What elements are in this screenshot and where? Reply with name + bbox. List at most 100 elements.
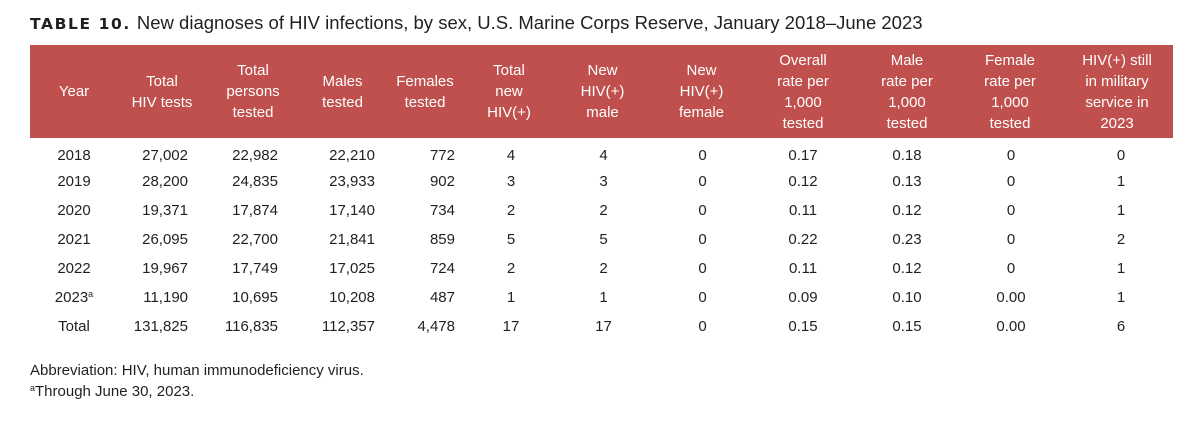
table-cell: 0 <box>698 231 707 248</box>
table-cell: 0 <box>698 289 707 306</box>
col-header-total-hiv-tests: Total HIV tests <box>118 45 206 138</box>
table-cell: 0 <box>1006 260 1016 277</box>
table-cell: 2 <box>599 202 608 219</box>
col-header-line: service in <box>1085 93 1149 111</box>
table-cell: 10,208 <box>329 289 375 306</box>
col-header-line: HIV(+) <box>580 83 625 100</box>
table-cell: 17 <box>502 318 520 335</box>
col-header-line: 1,000 <box>888 93 926 111</box>
cell-year: 2022 <box>30 254 118 283</box>
table-cell: 22,982 <box>232 146 278 164</box>
footnote-mark: a <box>30 383 36 393</box>
col-header-line: 1,000 <box>991 93 1029 111</box>
table-cell: 1 <box>1116 289 1126 306</box>
cell-year: 2020 <box>30 196 118 225</box>
col-header-line: new <box>495 83 523 100</box>
col-header-line: male <box>586 104 619 121</box>
footnote: aThrough June 30, 2023. <box>30 381 364 402</box>
col-header-total-persons-tested: Total persons tested <box>206 45 300 138</box>
col-header-line: tested <box>886 114 928 132</box>
col-header-line: rate per <box>777 72 829 90</box>
col-header-line: rate per <box>984 72 1036 90</box>
col-header-overall-rate: Overall rate per 1,000 tested <box>751 45 855 138</box>
table-cell: 0.18 <box>892 146 922 164</box>
table-cell: 1 <box>1116 202 1126 219</box>
table-cell: 24,835 <box>232 173 278 190</box>
table-cell: 0.11 <box>788 202 818 219</box>
table-cell: 2 <box>599 260 608 277</box>
table-cell: 0.23 <box>892 231 922 248</box>
col-header-line: Female <box>984 51 1036 69</box>
table-cell: 0.00 <box>996 318 1026 335</box>
col-header-new-hiv-male: New HIV(+) male <box>553 45 652 138</box>
table-cell: 21,841 <box>329 231 375 248</box>
table-caption: New diagnoses of HIV infections, by sex,… <box>136 12 923 33</box>
col-header-line: tested <box>322 93 363 111</box>
col-header-new-hiv-female: New HIV(+) female <box>652 45 751 138</box>
table-cell: 0 <box>1006 231 1016 248</box>
col-header-line: HIV(+) <box>487 104 531 121</box>
table-cell: 2 <box>1116 231 1126 248</box>
table-row: Total 131,825 116,835 112,357 4,478 17 17 0 0.15… <box>30 312 1173 341</box>
col-header-line: female <box>678 104 725 121</box>
col-header-line: HIV tests <box>131 93 193 111</box>
table-cell: 0.00 <box>996 289 1026 306</box>
col-header-line: HIV(+) <box>679 83 724 100</box>
table-cell: 116,835 <box>224 318 278 335</box>
col-header-female-rate: Female rate per 1,000 tested <box>959 45 1061 138</box>
year-label: 2019 <box>57 173 91 190</box>
col-header-line: New <box>587 62 618 79</box>
col-header-still-in-service: HIV(+) still in military service in 2023 <box>1061 45 1173 138</box>
table-cell: 0 <box>1006 202 1016 219</box>
table-cell: 0.12 <box>892 202 922 219</box>
table-number: TABLE 10. <box>30 15 131 33</box>
col-header-total-new-hiv: Total new HIV(+) <box>465 45 553 138</box>
col-header-line: tested <box>232 104 274 121</box>
table-row: 2021 26,095 22,700 21,841 859 5 5 0 0.22 0.23 0 2 <box>30 225 1173 254</box>
table-cell: 1 <box>599 289 608 306</box>
hiv-diagnoses-table: Year Total HIV tests Total persons tested M… <box>30 45 1173 341</box>
table-cell: 0 <box>1006 173 1016 190</box>
table-cell: 0.15 <box>892 318 922 335</box>
table-cell: 0 <box>698 260 707 277</box>
table-row: 2019 28,200 24,835 23,933 902 3 3 0 0.12 0.13 0 1 <box>30 167 1173 196</box>
col-header-male-rate: Male rate per 1,000 tested <box>855 45 959 138</box>
table-cell: 4 <box>599 146 608 164</box>
table-cell: 0.15 <box>788 318 818 335</box>
table-body: 2018 27,002 22,982 22,210 772 4 4 0 0.17 0.18 0 0 20… <box>30 138 1173 341</box>
table-cell: 0 <box>698 202 707 219</box>
table-cell: 0.12 <box>788 173 818 190</box>
table-cell: 17,025 <box>329 260 375 277</box>
col-header-line: Total <box>493 62 525 79</box>
cell-year: 2018 <box>30 138 118 167</box>
table-cell: 19,371 <box>142 202 188 219</box>
table-cell: 902 <box>429 173 455 190</box>
table-cell: 22,210 <box>329 146 375 164</box>
table-cell: 859 <box>429 231 455 248</box>
table-cell: 131,825 <box>133 318 188 335</box>
cell-year: 2019 <box>30 167 118 196</box>
table-row: 2022 19,967 17,749 17,025 724 2 2 0 0.11 0.12 0 1 <box>30 254 1173 283</box>
year-label: Total <box>58 318 90 335</box>
col-header-line: New <box>686 62 717 79</box>
col-header-year: Year <box>30 45 118 138</box>
col-header-line: tested <box>782 114 824 132</box>
table-cell: 0.12 <box>892 260 922 277</box>
table-row: 2018 27,002 22,982 22,210 772 4 4 0 0.17 0.18 0 0 <box>30 138 1173 167</box>
table-cell: 19,967 <box>142 260 188 277</box>
col-header-line: tested <box>989 114 1031 132</box>
table-cell: 0.11 <box>788 260 818 277</box>
table-title: TABLE 10. New diagnoses of HIV infections… <box>30 12 923 34</box>
table-cell: 724 <box>429 260 455 277</box>
table-notes: Abbreviation: HIV, human immunodeficienc… <box>30 360 364 402</box>
table-cell: 0 <box>698 173 707 190</box>
table-cell: 772 <box>429 146 455 164</box>
cell-year: 2021 <box>30 225 118 254</box>
col-header-line: Total <box>146 72 178 90</box>
table-cell: 23,933 <box>329 173 375 190</box>
col-header-line: HIV(+) still <box>1082 51 1152 69</box>
table-cell: 0.17 <box>788 146 818 164</box>
footnote-text: Through June 30, 2023. <box>35 383 195 400</box>
table-cell: 5 <box>599 231 608 248</box>
table-cell: 3 <box>599 173 608 190</box>
